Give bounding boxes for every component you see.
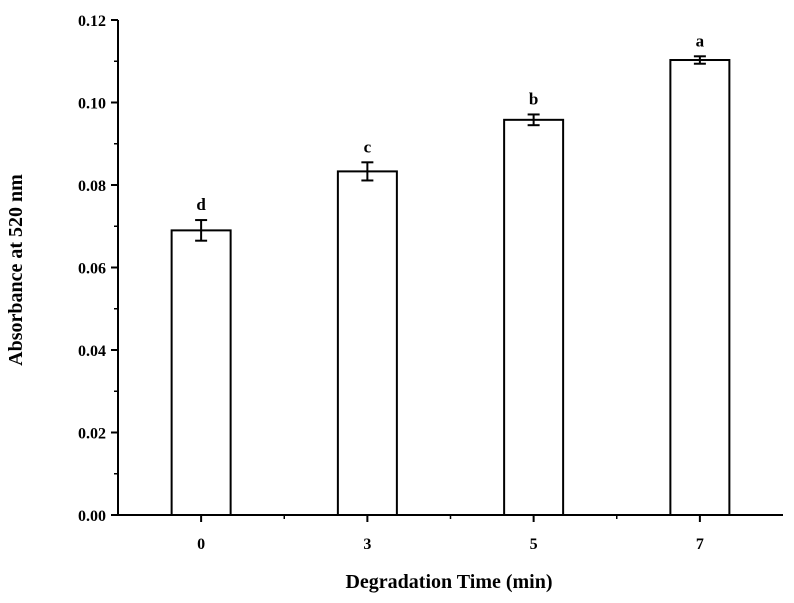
- y-tick-label: 0.10: [78, 96, 106, 113]
- bar-7: [669, 59, 731, 516]
- error-bar-0: [195, 219, 208, 242]
- x-tick-label-5: 5: [530, 536, 538, 553]
- bars: d c b a: [170, 31, 731, 516]
- x-tick-label-3: 3: [363, 536, 371, 553]
- y-tick-label: 0.04: [78, 343, 106, 360]
- error-bar-3: [361, 161, 374, 182]
- error-bar-5: [527, 113, 540, 127]
- bar-3: [336, 170, 398, 516]
- x-tick-label-7: 7: [696, 536, 704, 553]
- y-tick-label: 0.12: [78, 13, 106, 30]
- x-axis-label: Degradation Time (min): [345, 571, 552, 593]
- error-bar-7: [693, 55, 706, 65]
- y-tick-label: 0.02: [78, 426, 106, 443]
- bar-5: [503, 118, 565, 516]
- significance-letter-3: c: [364, 137, 372, 156]
- significance-letter-5: b: [529, 89, 538, 108]
- significance-letter-7: a: [696, 31, 705, 50]
- significance-letter-0: d: [196, 195, 206, 214]
- bar-0: [170, 229, 232, 516]
- y-tick-label: 0.08: [78, 178, 106, 195]
- y-tick-label: 0.00: [78, 508, 106, 525]
- y-tick-label: 0.06: [78, 261, 106, 278]
- x-tick-label-0: 0: [197, 536, 205, 553]
- y-axis-label: Absorbance at 520 nm: [5, 174, 27, 366]
- axes: 0 3 5 7 0.00 0.02 0.04 0.06 0.08 0.10 0.12: [78, 13, 783, 553]
